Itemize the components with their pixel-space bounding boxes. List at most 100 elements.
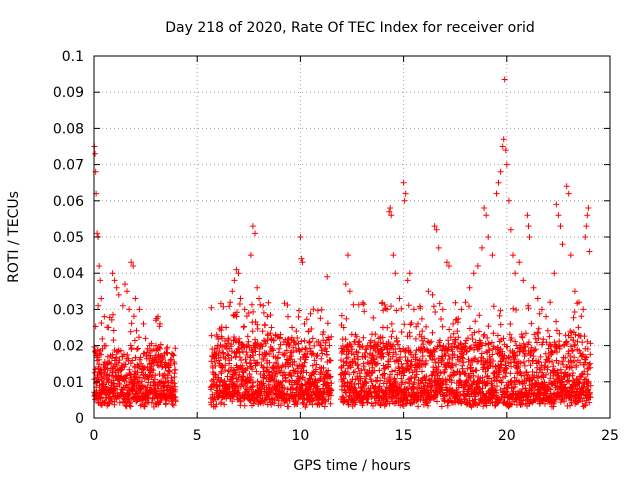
data-point bbox=[581, 368, 588, 375]
data-point bbox=[270, 347, 276, 354]
data-point bbox=[409, 362, 416, 369]
data-point bbox=[379, 334, 386, 341]
data-point bbox=[498, 361, 505, 368]
data-point bbox=[347, 364, 354, 371]
data-point bbox=[169, 351, 176, 358]
data-point bbox=[340, 324, 347, 331]
data-point bbox=[105, 400, 112, 407]
data-point bbox=[297, 234, 304, 240]
data-point bbox=[531, 347, 538, 354]
data-point bbox=[133, 398, 140, 405]
data-point bbox=[483, 212, 490, 219]
data-point bbox=[237, 295, 244, 302]
data-point bbox=[241, 323, 248, 330]
data-point bbox=[404, 277, 411, 284]
data-point bbox=[487, 359, 494, 366]
data-point bbox=[340, 375, 347, 382]
data-point bbox=[551, 270, 558, 277]
data-point bbox=[309, 362, 316, 369]
data-point bbox=[460, 351, 467, 358]
data-point bbox=[168, 383, 174, 389]
data-point bbox=[470, 372, 477, 379]
data-point bbox=[328, 386, 335, 393]
data-point bbox=[439, 356, 446, 362]
data-point bbox=[393, 351, 400, 358]
data-point bbox=[490, 358, 497, 364]
data-point bbox=[128, 320, 135, 327]
data-point bbox=[236, 335, 243, 342]
data-point bbox=[578, 313, 585, 320]
data-point bbox=[554, 327, 560, 334]
data-point bbox=[412, 351, 419, 358]
data-point bbox=[119, 302, 126, 309]
data-point bbox=[483, 402, 490, 409]
data-point bbox=[108, 316, 115, 323]
data-point bbox=[571, 342, 578, 349]
data-point bbox=[519, 401, 526, 408]
data-point bbox=[451, 370, 458, 377]
data-point bbox=[521, 362, 528, 369]
data-point bbox=[307, 310, 314, 317]
data-point bbox=[455, 334, 462, 341]
data-point bbox=[516, 259, 523, 266]
data-point bbox=[328, 380, 335, 387]
data-point bbox=[570, 314, 577, 321]
axis-ticks: 0 0.01 0.02 0.03 0.04 0.05 0.06 0.07 0.08 0.09 0.1… bbox=[53, 49, 619, 444]
data-point bbox=[473, 379, 480, 386]
data-point bbox=[555, 212, 562, 219]
data-point bbox=[344, 252, 351, 259]
data-point bbox=[408, 375, 415, 382]
data-point bbox=[484, 372, 491, 379]
data-point bbox=[364, 399, 371, 406]
data-point bbox=[127, 403, 134, 410]
data-point bbox=[257, 371, 264, 377]
data-point bbox=[310, 350, 317, 357]
data-point bbox=[429, 291, 436, 298]
data-point bbox=[265, 299, 272, 306]
data-point bbox=[381, 301, 388, 308]
data-point bbox=[97, 401, 104, 408]
data-point bbox=[584, 346, 591, 352]
data-point bbox=[219, 335, 225, 342]
data-point bbox=[543, 313, 549, 320]
data-point bbox=[459, 355, 466, 362]
data-point bbox=[428, 338, 435, 345]
data-point bbox=[505, 197, 512, 204]
data-point bbox=[377, 339, 384, 346]
data-point bbox=[148, 366, 155, 373]
data-point bbox=[584, 212, 591, 219]
data-point bbox=[512, 338, 519, 345]
data-point bbox=[131, 337, 138, 344]
data-point bbox=[493, 190, 500, 197]
data-point bbox=[234, 309, 240, 316]
data-point bbox=[111, 401, 118, 408]
data-point bbox=[451, 352, 458, 359]
data-point bbox=[384, 306, 391, 313]
data-point bbox=[400, 179, 407, 186]
data-point bbox=[229, 398, 236, 405]
data-point bbox=[163, 349, 170, 356]
data-point bbox=[471, 329, 478, 336]
data-point bbox=[285, 313, 291, 320]
x-axis-label: GPS time / hours bbox=[293, 458, 410, 474]
data-point bbox=[430, 364, 437, 371]
data-point bbox=[227, 368, 233, 375]
data-point bbox=[538, 362, 545, 369]
data-point bbox=[254, 359, 261, 366]
data-point bbox=[268, 324, 275, 331]
data-point bbox=[248, 374, 255, 381]
data-point bbox=[249, 223, 256, 230]
data-point bbox=[431, 223, 438, 230]
data-point bbox=[371, 339, 378, 345]
data-point bbox=[303, 316, 310, 323]
data-point bbox=[219, 363, 226, 369]
data-point bbox=[530, 353, 537, 360]
data-point bbox=[477, 339, 484, 346]
data-point bbox=[586, 248, 593, 255]
data-point bbox=[541, 363, 548, 369]
data-point bbox=[243, 349, 250, 356]
data-point bbox=[481, 205, 488, 211]
data-point bbox=[423, 373, 430, 380]
data-point bbox=[417, 305, 424, 312]
data-point bbox=[289, 324, 296, 331]
